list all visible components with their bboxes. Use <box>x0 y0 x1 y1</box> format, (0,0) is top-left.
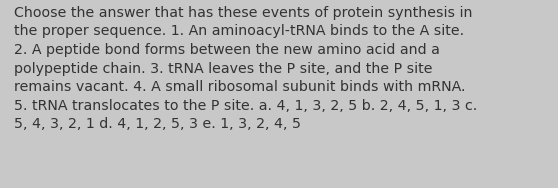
Text: Choose the answer that has these events of protein synthesis in
the proper seque: Choose the answer that has these events … <box>14 6 477 131</box>
